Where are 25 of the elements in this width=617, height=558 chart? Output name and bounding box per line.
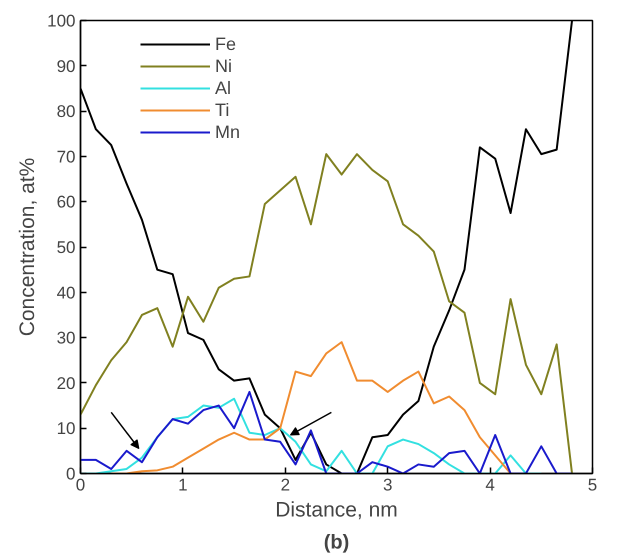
x-tick-label: 5 [588, 476, 598, 494]
legend-label: Ni [215, 55, 233, 77]
y-tick-label: 50 [56, 238, 76, 257]
y-tick-label: 30 [56, 328, 76, 348]
legend-label: Al [215, 77, 232, 99]
y-tick-label: 70 [56, 147, 76, 166]
y-tick-label: 90 [56, 56, 76, 76]
x-tick-label: 3 [382, 476, 392, 494]
y-tick-label: 20 [56, 374, 76, 393]
text: (b) [324, 532, 350, 554]
x-tick-label: 1 [178, 476, 188, 494]
x-tick-label: 2 [280, 476, 290, 494]
y-tick-label: 40 [56, 283, 76, 302]
legend-label: Fe [215, 33, 236, 55]
y-tick-label: 60 [56, 192, 76, 212]
legend-label: Ti [215, 99, 230, 121]
line-series [110, 341, 512, 474]
y-axis-title: Concentration, at% [16, 158, 40, 336]
line-series [80, 153, 574, 474]
legend-label: Mn [215, 121, 240, 143]
y-tick-label: 100 [47, 12, 76, 30]
x-axis-title: Distance, nm [275, 498, 398, 522]
x-tick-label: 4 [485, 476, 495, 494]
y-tick-label: 10 [56, 419, 76, 438]
y-tick-label: 80 [56, 102, 76, 122]
